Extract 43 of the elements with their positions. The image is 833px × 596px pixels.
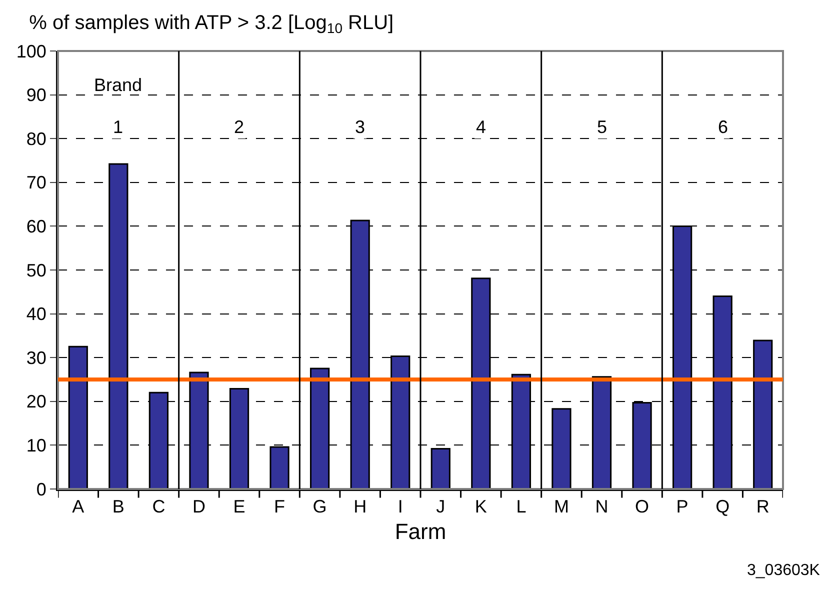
x-tick-label: K	[474, 496, 487, 517]
y-tick-label: 60	[26, 216, 46, 236]
bar	[430, 448, 450, 489]
x-tick-label: H	[354, 496, 367, 517]
x-tick-label: Q	[716, 496, 730, 517]
annotation: 4	[476, 117, 486, 137]
x-tick-label: E	[233, 496, 246, 517]
x-tick-label: J	[436, 496, 446, 517]
y-tick-label: 50	[26, 260, 46, 280]
annotation: 5	[597, 117, 608, 137]
y-tick-label: 10	[26, 436, 46, 456]
annotation: 1	[113, 117, 124, 137]
x-tick-label: O	[635, 496, 650, 517]
y-tick-label: 30	[26, 348, 46, 368]
y-tick-label: 70	[26, 172, 46, 193]
y-tick-label: 40	[26, 304, 46, 324]
chart-title: % of samples with ATP > 3.2 [Log$_{10}$ RLU]	[29, 12, 394, 36]
annotation: Brand	[94, 75, 142, 95]
bar	[592, 376, 612, 489]
x-tick-label: N	[595, 496, 608, 517]
y-tick-label: 20	[26, 392, 46, 412]
y-tick-label: 90	[26, 85, 46, 106]
x-tick-label: I	[398, 496, 403, 517]
y-tick-label: 100	[16, 41, 46, 62]
annotation: 2	[234, 117, 244, 137]
bar	[108, 163, 128, 489]
annotation: 3	[355, 117, 366, 137]
x-tick-label: D	[192, 496, 206, 517]
y-tick-label: 0	[36, 479, 46, 500]
x-tick-label: M	[554, 496, 569, 517]
x-tick-label: C	[152, 496, 166, 517]
text: 3_03603K	[747, 562, 820, 579]
annotation: 6	[718, 117, 728, 137]
x-tick-label: R	[756, 496, 770, 517]
y-tick-label: 80	[26, 128, 46, 149]
x-tick-label: F	[274, 496, 286, 517]
x-axis-title: Farm	[394, 519, 446, 544]
x-tick-label: L	[516, 496, 526, 517]
bar	[753, 340, 773, 489]
x-tick-label: B	[112, 496, 124, 517]
x-tick-label: P	[676, 496, 688, 517]
x-tick-label: G	[312, 496, 327, 517]
x-tick-label: A	[72, 496, 84, 517]
